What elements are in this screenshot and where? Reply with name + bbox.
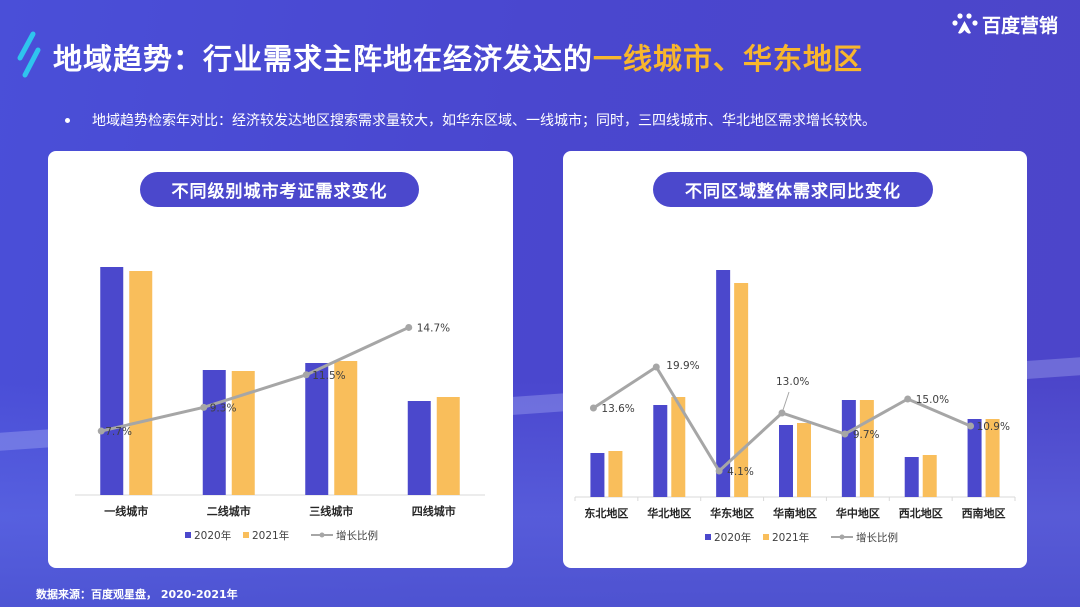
category-label: 华东地区 bbox=[710, 506, 754, 520]
legend-label-2020: 2020年 bbox=[194, 529, 231, 542]
growth-label: 15.0% bbox=[916, 394, 949, 406]
category-label: 东北地区 bbox=[584, 506, 628, 520]
region-chart-card: 不同区域整体需求同比变化 东北地区 华北地区 华东地区 华南地区 华中地区 西北地区 西南地… bbox=[563, 151, 1027, 568]
growth-label: 13.0% bbox=[776, 376, 809, 388]
legend-label-2021: 2021年 bbox=[772, 531, 809, 544]
logo-text: 百度营销 bbox=[982, 14, 1059, 37]
bar-2021 bbox=[231, 371, 255, 495]
city-tier-chart-card: 不同级别城市考证需求变化 一线城市 二线城市 三线城市 四线城市 7.7% 9.3% 11.… bbox=[48, 151, 513, 568]
growth-point bbox=[904, 395, 912, 403]
chart-title-badge: 不同级别城市考证需求变化 bbox=[140, 172, 419, 207]
bar-2020 bbox=[202, 370, 226, 495]
bar-2021 bbox=[797, 423, 811, 497]
growth-point bbox=[405, 323, 413, 331]
category-label: 西南地区 bbox=[962, 506, 1006, 520]
legend-swatch-2021 bbox=[763, 534, 769, 540]
chart-legend: 2020年 2021年 增长比例 bbox=[705, 531, 898, 544]
region-chart: 东北地区 华北地区 华东地区 华南地区 华中地区 西北地区 西南地区 13.6% 19.9% 4.… bbox=[574, 270, 1016, 544]
bar-2021 bbox=[922, 455, 937, 497]
growth-point bbox=[652, 363, 660, 371]
legend-marker-growth bbox=[319, 532, 325, 538]
category-label: 华南地区 bbox=[773, 506, 817, 520]
bar-2021 bbox=[334, 361, 358, 495]
growth-line bbox=[100, 326, 410, 433]
chart-legend: 2020年 2021年 增长比例 bbox=[185, 529, 378, 542]
category-label: 二线城市 bbox=[207, 504, 251, 518]
summary-text: 地域趋势检索年对比：经济较发达地区搜索需求量较大，如华东区域、一线城市；同时，三… bbox=[92, 113, 876, 129]
title-highlight: 一线城市、华东地区 bbox=[593, 42, 864, 76]
bar-2021 bbox=[859, 400, 874, 497]
bar-2020 bbox=[967, 419, 982, 497]
legend-label-growth: 增长比例 bbox=[856, 531, 898, 544]
bullet-dot bbox=[65, 117, 70, 123]
category-label: 华中地区 bbox=[836, 506, 880, 520]
bar-2020 bbox=[590, 453, 605, 497]
growth-point bbox=[967, 422, 975, 430]
growth-label: 9.3% bbox=[210, 402, 237, 414]
bar-2021 bbox=[734, 283, 749, 497]
growth-point bbox=[97, 427, 105, 435]
bar-2020 bbox=[653, 405, 668, 497]
legend-swatch-2021 bbox=[243, 532, 249, 538]
bar-2021 bbox=[608, 451, 623, 497]
growth-label: 7.7% bbox=[105, 426, 132, 438]
legend-marker-growth bbox=[839, 534, 845, 540]
chart-title-badge: 不同区域整体需求同比变化 bbox=[653, 172, 933, 207]
double-slash-icon bbox=[17, 31, 41, 78]
bar-2020 bbox=[841, 400, 856, 497]
category-label: 一线城市 bbox=[104, 504, 148, 518]
bar-2020 bbox=[779, 425, 793, 497]
growth-label: 9.7% bbox=[853, 429, 880, 441]
bar-2021 bbox=[985, 419, 1000, 497]
baidu-marketing-logo: 百度营销 bbox=[952, 10, 1058, 38]
page-title: 地域趋势：行业需求主阵地在经济发达的一线城市、华东地区 bbox=[53, 36, 863, 78]
bar-2020 bbox=[100, 267, 124, 495]
growth-label: 19.9% bbox=[666, 360, 699, 372]
growth-point bbox=[302, 371, 310, 379]
bar-2021 bbox=[129, 271, 153, 495]
bar-2020 bbox=[716, 270, 731, 497]
legend-swatch-2020 bbox=[705, 534, 711, 540]
bar-2020 bbox=[305, 363, 329, 495]
label-leader bbox=[781, 391, 790, 414]
growth-label: 10.9% bbox=[977, 421, 1010, 433]
growth-label: 11.5% bbox=[312, 370, 345, 382]
growth-label: 4.1% bbox=[727, 466, 754, 478]
category-label: 四线城市 bbox=[412, 504, 456, 518]
legend-label-2021: 2021年 bbox=[252, 529, 289, 542]
category-label: 西北地区 bbox=[899, 506, 943, 520]
growth-point bbox=[841, 430, 849, 438]
data-source-note: 数据来源：百度观星盘， 2020-2021年 bbox=[36, 588, 238, 601]
bar-2020 bbox=[407, 401, 431, 495]
category-label: 三线城市 bbox=[309, 504, 353, 518]
paw-icon bbox=[952, 13, 978, 34]
legend-swatch-2020 bbox=[185, 532, 191, 538]
growth-point bbox=[715, 467, 723, 475]
growth-label: 13.6% bbox=[601, 403, 634, 415]
title-main: 地域趋势：行业需求主阵地在经济发达的 bbox=[53, 42, 594, 76]
bar-2020 bbox=[904, 457, 919, 497]
bar-2021 bbox=[436, 397, 460, 495]
growth-point bbox=[200, 403, 208, 411]
legend-label-2020: 2020年 bbox=[714, 531, 751, 544]
growth-point bbox=[589, 404, 597, 412]
category-label: 华北地区 bbox=[647, 506, 691, 520]
summary-bullet: 地域趋势检索年对比：经济较发达地区搜索需求量较大，如华东区域、一线城市；同时，三… bbox=[65, 110, 876, 130]
legend-label-growth: 增长比例 bbox=[336, 529, 378, 542]
growth-label: 14.7% bbox=[417, 322, 450, 334]
bar-2021 bbox=[671, 397, 686, 497]
